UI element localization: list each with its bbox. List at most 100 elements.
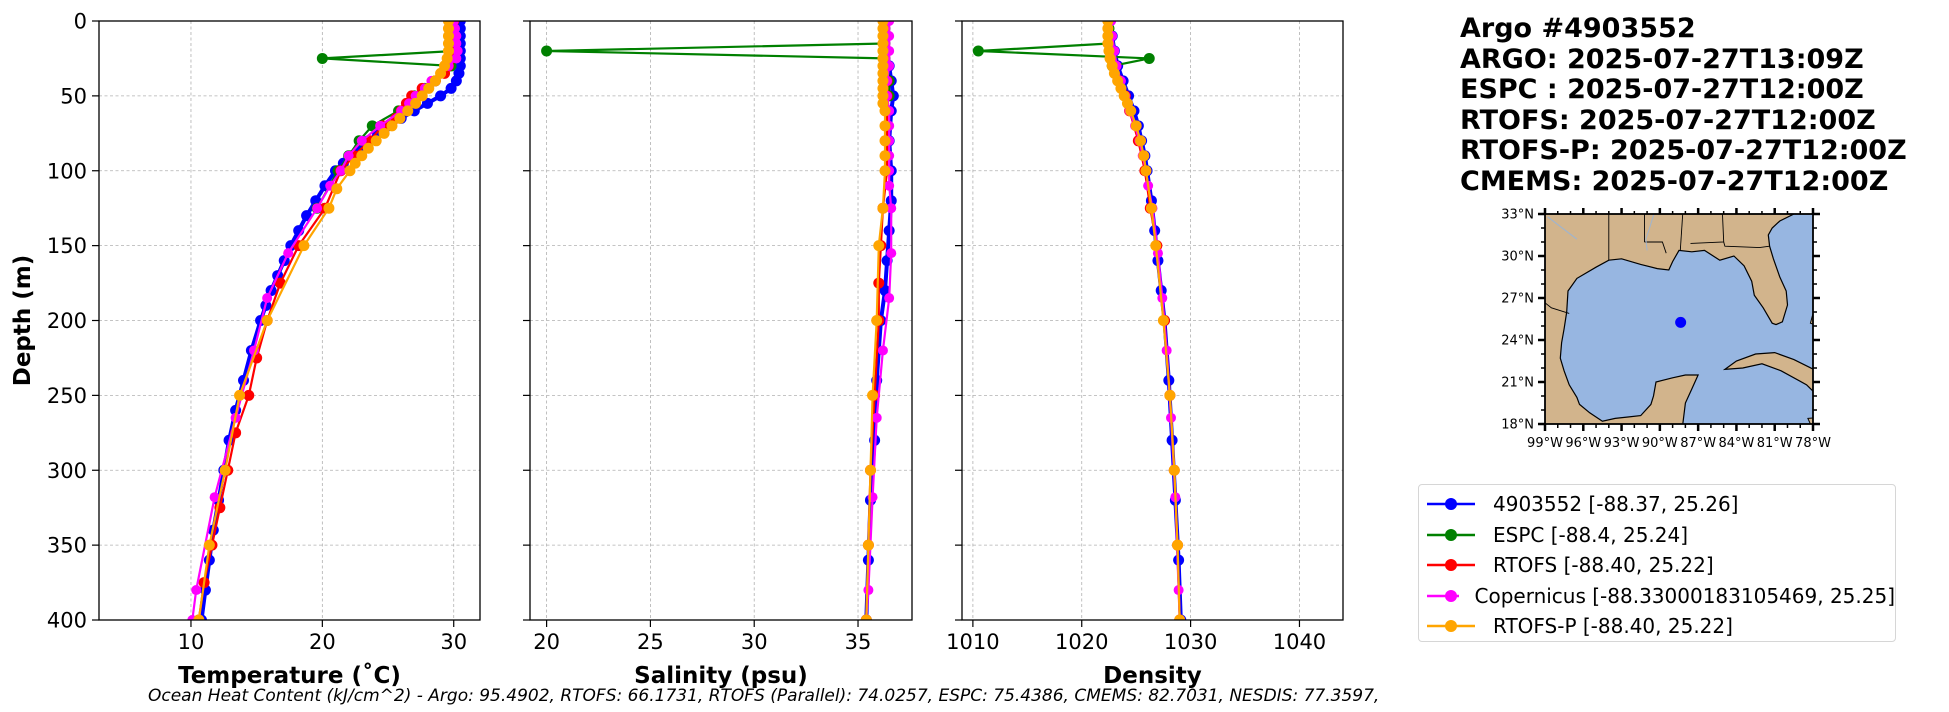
map-lat-label: 24°N [1501, 334, 1534, 349]
legend-marker [1445, 589, 1457, 602]
data-point-copernicus [343, 150, 354, 161]
axes-frame [98, 20, 481, 621]
x-tick-label: 30 [741, 630, 768, 654]
map-lat-label: 27°N [1501, 292, 1534, 307]
y-tick-label: 100 [47, 159, 87, 183]
title-espc-time: ESPC : 2025-07-27T12:00Z [1460, 74, 1864, 105]
legend-swatch-rtofs [1427, 559, 1475, 572]
data-point-copernicus [451, 53, 462, 64]
data-point-argo [445, 82, 457, 94]
legend-marker [1445, 528, 1457, 541]
data-point-rtofs_p [1135, 135, 1147, 147]
legend-entry-copernicus: Copernicus [-88.33000183105469, 25.25] [1419, 581, 1895, 612]
title-rtofs-time: RTOFS: 2025-07-27T12:00Z [1460, 104, 1876, 136]
data-point-rtofs_p [879, 135, 891, 147]
data-point-rtofs_p [1130, 120, 1142, 132]
x-tick-label: 1020 [1055, 630, 1108, 654]
x-tick-label: 10 [178, 630, 205, 654]
y-tick-label: 350 [47, 534, 87, 558]
profile-panels: 10 20 30050100150200250300350400Temperatur… [10, 10, 1344, 689]
data-point-rtofs_p [873, 240, 885, 252]
data-point-copernicus [863, 585, 874, 596]
x-tick-label: 20 [533, 630, 560, 654]
map-gulf-of-mexico [1559, 214, 1813, 424]
data-point-rtofs_p [193, 614, 205, 620]
location-map: 33°N 30°N 27°N 24°N 21°N 18°N 99°W 96°W 93°W 90°W… [1501, 208, 1831, 452]
data-point-rtofs_p [862, 539, 874, 551]
legend-swatch-argo [1427, 498, 1475, 511]
data-point-rtofs_p [386, 120, 398, 132]
x-tick-label: 30 [440, 630, 467, 654]
axes-frame [529, 20, 913, 621]
x-tick-label: 1040 [1273, 630, 1326, 654]
y-tick-label: 400 [47, 609, 87, 633]
map-lon-label: 78°W [1795, 436, 1831, 451]
data-point-rtofs_p [1140, 165, 1152, 177]
data-point-rtofs_p [416, 90, 428, 102]
data-point-rtofs_p [879, 165, 891, 177]
data-point-rtofs_p [261, 315, 273, 326]
data-point-rtofs_p [370, 135, 382, 147]
data-point-rtofs_p [1145, 202, 1157, 214]
x-tick-label: 1030 [1164, 630, 1217, 654]
y-tick-label: 0 [74, 10, 87, 34]
map-lat-label: 21°N [1501, 376, 1534, 391]
data-point-copernicus [356, 135, 367, 146]
series-group [541, 21, 899, 620]
legend-label-copernicus: Copernicus [-88.33000183105469, 25.25] [1474, 583, 1896, 608]
data-point-espc [366, 120, 378, 132]
data-point-copernicus [886, 248, 897, 259]
data-point-rtofs_p [298, 240, 310, 252]
x-tick-label: 1010 [946, 630, 999, 654]
panel-temperature: 10 20 30050100150200250300350400Temperatur… [10, 10, 481, 689]
data-point-rtofs_p [871, 315, 883, 326]
data-point-copernicus [209, 492, 220, 503]
legend-swatch-espc [1427, 528, 1475, 541]
data-point-rtofs_p [1150, 240, 1162, 252]
map-border [1679, 214, 1684, 251]
legend-entry-rtofs: RTOFS [-88.40, 25.22] [1419, 550, 1895, 581]
grid-temperature [99, 20, 480, 621]
title-cmems-time: CMEMS: 2025-07-27T12:00Z [1460, 165, 1889, 197]
series-line-espc [977, 21, 1151, 67]
data-point-rtofs_p [1157, 315, 1169, 326]
data-point-rtofs_p [402, 105, 414, 117]
y-tick-label: 200 [47, 309, 87, 333]
legend-marker [1445, 498, 1457, 511]
panel-salinity: 20 25 30 35 Salinity (psu) [523, 20, 913, 689]
data-point-rtofs_p [394, 112, 406, 124]
y-axis-label: Depth (m) [10, 255, 36, 387]
legend-label-argo: 4903552 [-88.37, 25.26] [1493, 492, 1739, 517]
legend-entry-rtofs-p: RTOFS-P [-88.40, 25.22] [1419, 611, 1895, 642]
title-argo-id: Argo #4903552 [1460, 13, 1696, 44]
y-tick-label: 150 [47, 234, 87, 258]
data-point-rtofs_p [344, 165, 356, 177]
data-point-espc [541, 45, 553, 57]
map-border [1644, 241, 1667, 254]
legend: 4903552 [-88.37, 25.26] ESPC [-88.4, 25.… [1418, 484, 1896, 642]
grid-salinity [530, 20, 912, 621]
data-point-copernicus [451, 30, 462, 41]
grid-density [962, 20, 1343, 621]
map-lon-label: 90°W [1642, 436, 1678, 451]
legend-label-rtofs-p: RTOFS-P [-88.40, 25.22] [1493, 614, 1733, 639]
data-point-rtofs_p [1164, 389, 1176, 401]
map-lat-label: 30°N [1501, 250, 1534, 265]
data-point-copernicus [877, 345, 888, 356]
map-float-marker [1675, 316, 1687, 328]
x-axis-label: Density [1103, 663, 1202, 689]
map-frame [1544, 213, 1814, 425]
data-point-argo [883, 225, 895, 237]
data-point-rtofs_p [877, 202, 889, 214]
title-argo-time: ARGO: 2025-07-27T13:09Z [1460, 43, 1864, 75]
panel-density: 1010 1020 1030 1040 Density [946, 20, 1344, 689]
data-point-espc [316, 52, 328, 64]
data-point-rtofs_p [879, 150, 891, 162]
data-point-rtofs_p [219, 464, 231, 476]
legend-entry-argo: 4903552 [-88.37, 25.26] [1419, 489, 1895, 520]
data-point-espc [1143, 52, 1155, 64]
data-point-rtofs_p [203, 539, 215, 551]
x-tick-label: 25 [637, 630, 664, 654]
map-river [1645, 214, 1655, 251]
data-point-copernicus [884, 293, 895, 304]
